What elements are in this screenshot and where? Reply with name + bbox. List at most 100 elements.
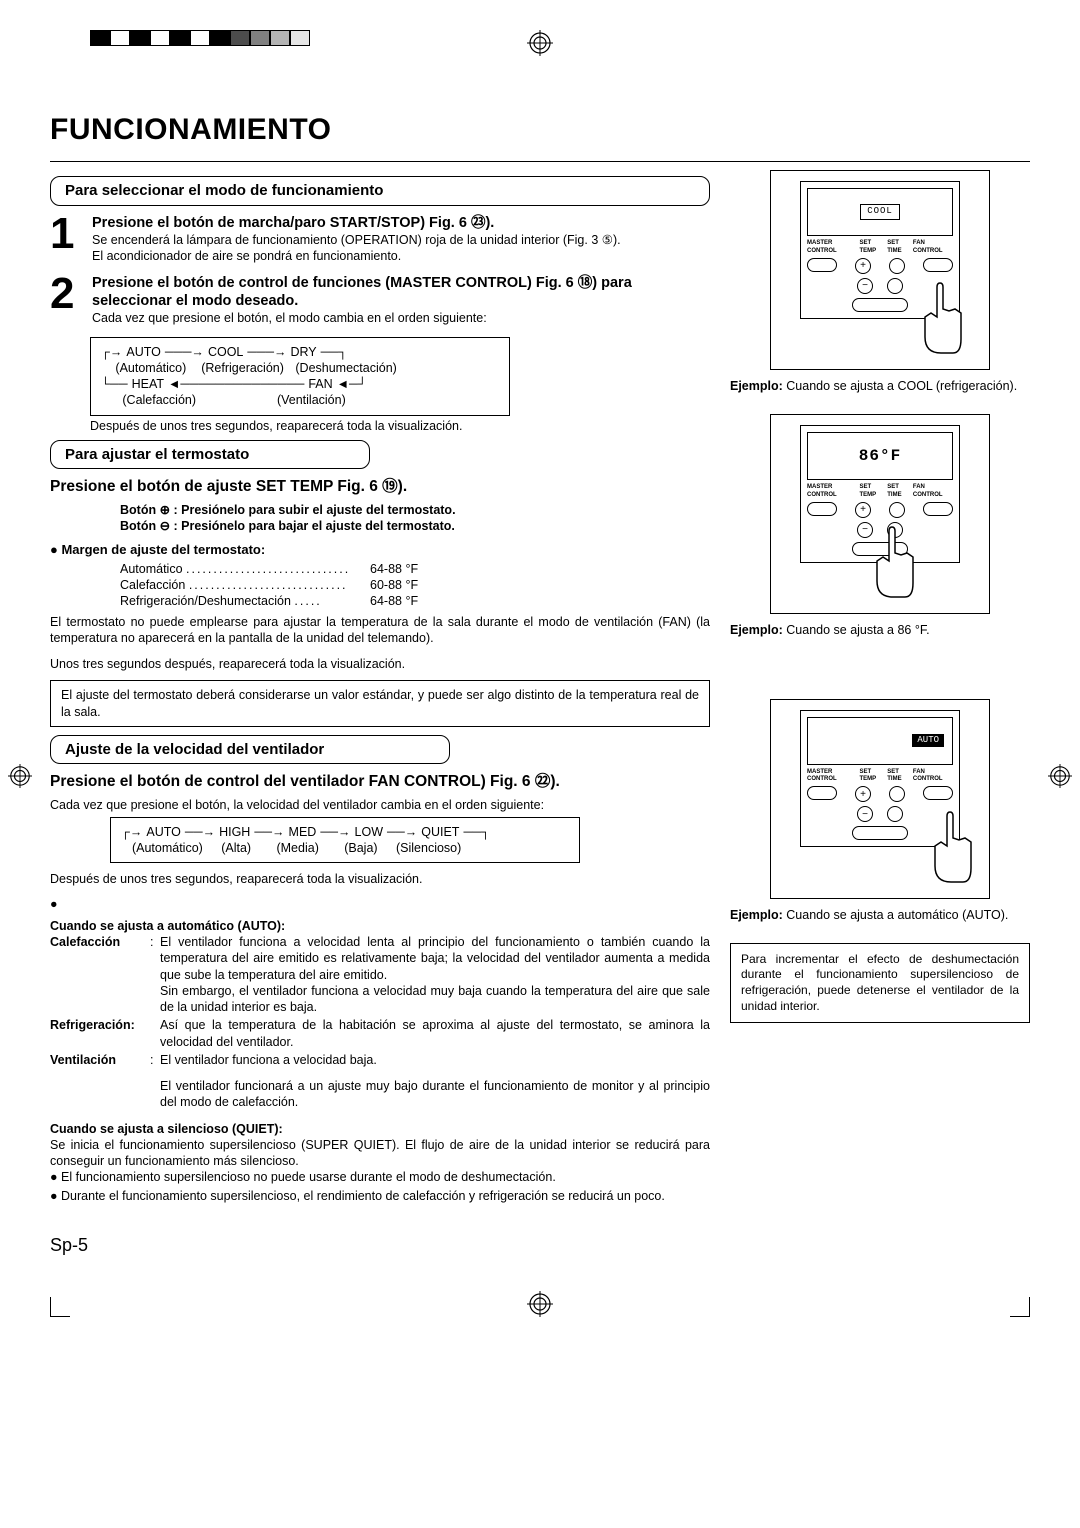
plus-btn [889, 258, 905, 274]
step-1: 1 Presione el botón de marcha/paro START… [50, 214, 710, 265]
btn-minus-desc: Botón ⊖ : Presiónelo para bajar el ajust… [120, 518, 710, 534]
fan-high: HIGH [219, 824, 250, 840]
remote-lcd: 86°F [807, 432, 953, 480]
auto-fan-label: Ventilación [50, 1052, 150, 1068]
step-1-heading: Presione el botón de marcha/paro START/S… [92, 214, 710, 232]
btn-label-master: MASTER CONTROL [807, 769, 859, 785]
minus-btn: − [857, 806, 873, 822]
page-title: FUNCIONAMIENTO [50, 110, 1030, 149]
minus-btn: − [857, 278, 873, 294]
mode-fan-tr: (Ventilación) [277, 392, 346, 408]
auto-mode-table: Calefacción : El ventilador funciona a v… [50, 934, 710, 1068]
btn-plus-desc: Botón ⊕ : Presiónelo para subir el ajust… [120, 502, 710, 518]
step-2-line-1: Cada vez que presione el botón, el modo … [92, 310, 710, 326]
therm-note-1: El termostato no puede emplearse para aj… [50, 614, 710, 647]
registration-target-icon [8, 764, 32, 788]
minus-btn: − [857, 522, 873, 538]
master-control-btn [807, 786, 837, 800]
fan-control-btn [923, 786, 953, 800]
remote-figure-temp: 86°F MASTER CONTROL SET TEMP SET TIME FA… [770, 414, 990, 614]
start-stop-btn [852, 298, 908, 312]
registration-target-icon [527, 30, 553, 56]
fan-sequence-box: ┌→AUTO ──→HIGH ──→MED ──→LOW ──→QUIET──┐… [110, 817, 580, 864]
remote-figure-cool: COOL MASTER CONTROL SET TEMP SET TIME FA… [770, 170, 990, 370]
fan-low-tr: (Baja) [344, 840, 377, 856]
side-column: COOL MASTER CONTROL SET TEMP SET TIME FA… [730, 170, 1030, 1257]
fan-low: LOW [355, 824, 383, 840]
range-list: Automático .............................… [120, 561, 710, 610]
step-2-line-2: Después de unos tres segundos, reaparece… [90, 418, 710, 434]
btn-label-settemp: SET TEMP [859, 769, 887, 785]
section-3-heading: Presione el botón de control del ventila… [50, 772, 710, 792]
minus-btn [887, 278, 903, 294]
fan-auto: AUTO [146, 824, 181, 840]
section-3-line-2: Después de unos tres segundos, reaparece… [50, 871, 710, 887]
btn-label-fan: FAN CONTROL [913, 484, 953, 500]
step-number: 2 [50, 274, 82, 327]
master-control-btn [807, 502, 837, 516]
side-info-box: Para incrementar el efecto de deshumecta… [730, 943, 1030, 1023]
mode-fan: FAN [308, 376, 332, 392]
main-column: Para seleccionar el modo de funcionamien… [50, 170, 710, 1257]
remote-lcd: AUTO [807, 717, 953, 765]
plus-btn: + [855, 786, 871, 802]
minus-btn [887, 806, 903, 822]
range-2-label: Calefacción [120, 578, 185, 592]
section-2-heading: Presione el botón de ajuste SET TEMP Fig… [50, 477, 710, 497]
page-number: Sp-5 [50, 1234, 710, 1257]
mode-auto: AUTO [126, 344, 161, 360]
fan-auto-tr: (Automático) [132, 840, 203, 856]
mode-dry-tr: (Deshumectación) [295, 360, 396, 376]
section-3-line-1: Cada vez que presione el botón, la veloc… [50, 797, 710, 813]
registration-marks-top [50, 30, 1030, 80]
quiet-bullets: El funcionamiento supersilencioso no pue… [50, 1169, 710, 1204]
figure-3-caption: Ejemplo: Cuando se ajusta a automático (… [730, 907, 1030, 923]
registration-target-icon [527, 1291, 553, 1317]
range-3-val: 64-88 °F [370, 593, 418, 609]
auto-fan-text: El ventilador funciona a velocidad baja. [160, 1052, 710, 1068]
step-2-heading: Presione el botón de control de funcione… [92, 274, 710, 310]
remote-figure-auto: AUTO MASTER CONTROL SET TEMP SET TIME FA… [770, 699, 990, 899]
fan-control-btn [923, 258, 953, 272]
mode-heat-tr: (Calefacción) [122, 392, 196, 408]
mode-cool: COOL [208, 344, 243, 360]
fan-med-tr: (Media) [276, 840, 318, 856]
start-stop-btn [852, 826, 908, 840]
auto-heat-text: El ventilador funciona a velocidad lenta… [160, 934, 710, 1015]
step-number: 1 [50, 214, 82, 265]
section-2-title: Para ajustar el termostato [50, 440, 370, 470]
mode-sequence-box: ┌→AUTO ───→COOL ───→DRY──┐ (Automático) … [90, 337, 510, 416]
range-2-val: 60-88 °F [370, 577, 418, 593]
btn-label-fan: FAN CONTROL [913, 240, 953, 256]
mode-cool-tr: (Refrigeración) [201, 360, 284, 376]
grayscale-swatches [90, 30, 310, 46]
step-1-line-1: Se encenderá la lámpara de funcionamient… [92, 232, 710, 248]
auto-cool-label: Refrigeración: [50, 1017, 150, 1050]
fan-high-tr: (Alta) [221, 840, 251, 856]
fan-control-btn [923, 502, 953, 516]
btn-label-settime: SET TIME [887, 240, 913, 256]
btn-label-settime: SET TIME [887, 484, 913, 500]
step-2: 2 Presione el botón de control de funcio… [50, 274, 710, 327]
mode-dry: DRY [290, 344, 316, 360]
fan-med: MED [289, 824, 317, 840]
lcd-temp-text: 86°F [859, 446, 901, 467]
auto-heat-label: Calefacción [50, 934, 150, 1015]
figure-1-caption: Ejemplo: Cuando se ajusta a COOL (refrig… [730, 378, 1030, 394]
master-control-btn [807, 258, 837, 272]
lcd-mode-text: COOL [860, 204, 900, 220]
therm-note-box: El ajuste del termostato deberá consider… [50, 680, 710, 727]
range-3-label: Refrigeración/Deshumectación [120, 594, 291, 608]
title-rule [50, 161, 1030, 162]
auto-cool-text: Así que la temperatura de la habitación … [160, 1017, 710, 1050]
plus-btn [889, 786, 905, 802]
start-stop-btn [852, 542, 908, 556]
mode-auto-tr: (Automático) [115, 360, 186, 376]
section-3-title: Ajuste de la velocidad del ventilador [50, 735, 450, 765]
therm-note-2: Unos tres segundos después, reaparecerá … [50, 656, 710, 672]
fan-quiet: QUIET [421, 824, 459, 840]
crop-mark-icon [1010, 1297, 1030, 1317]
plus-btn [889, 502, 905, 518]
remote-lcd: COOL [807, 188, 953, 236]
btn-label-fan: FAN CONTROL [913, 769, 953, 785]
